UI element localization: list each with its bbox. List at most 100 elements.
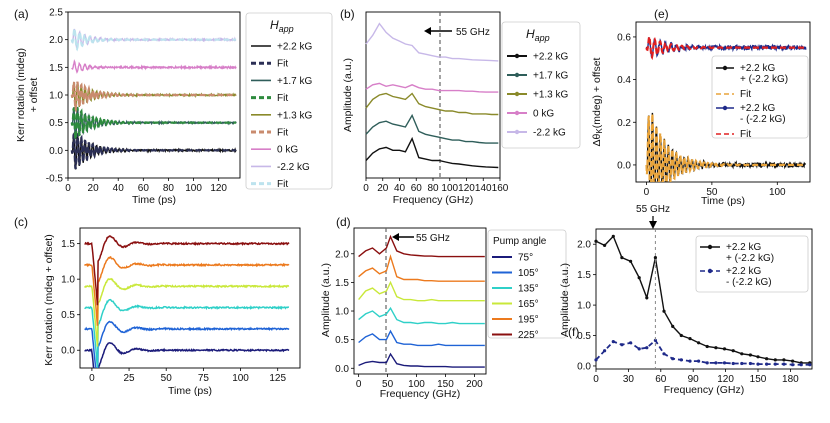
y-tick-label: 0.0 xyxy=(335,364,349,375)
legend-label: +1.3 kG xyxy=(277,110,313,121)
panel-a-ylabel-1: Kerr rotation (mdeg) xyxy=(15,48,27,142)
legend-box xyxy=(711,55,809,139)
x-tick-label: 50 xyxy=(161,373,173,384)
x-tick-label: 120 xyxy=(458,183,475,194)
data-point xyxy=(799,363,803,367)
fit-line xyxy=(645,113,806,182)
x-tick-label: 100 xyxy=(185,183,202,194)
data-point xyxy=(714,346,718,350)
data-point xyxy=(791,363,795,367)
y-tick-label: 1.5 xyxy=(61,239,75,250)
x-tick-label: 0 xyxy=(363,183,369,194)
x-tick-label: 80 xyxy=(163,183,175,194)
data-point xyxy=(705,344,709,349)
x-tick-label: 40 xyxy=(394,183,406,194)
panel-b-ylabel: Amplitude (a.u.) xyxy=(342,58,354,132)
y-tick-label: 1.0 xyxy=(335,307,349,318)
x-tick-label: 100 xyxy=(232,373,249,384)
panel-a: (a) -0.5 0.0 0.5 1.0 1.5 2.0 2.5 0 20 40 60 80 100 1… xyxy=(14,7,333,206)
panel-d-label: (d) xyxy=(336,215,351,229)
series-line xyxy=(84,298,290,368)
series-line xyxy=(71,59,237,74)
data-point xyxy=(740,352,744,356)
data-point xyxy=(697,341,701,345)
data-point xyxy=(722,361,727,365)
y-tick-label: 0.4 xyxy=(617,75,631,86)
legend-label: 195° xyxy=(518,315,539,326)
x-tick-label: 125 xyxy=(269,373,286,384)
legend-label: +1.3 kG xyxy=(533,90,569,101)
legend-label: Fit xyxy=(277,128,288,139)
legend-marker xyxy=(707,268,713,274)
panel-d-ylabel: Amplitude (a.u.) xyxy=(320,263,332,337)
fit-line xyxy=(70,107,237,140)
data-point xyxy=(679,358,683,362)
legend-label: 225° xyxy=(518,330,539,341)
data-point xyxy=(629,259,633,263)
data-point xyxy=(637,347,641,351)
legend-marker xyxy=(514,129,520,135)
data-point xyxy=(748,361,753,366)
x-tick-label: 90 xyxy=(688,374,700,385)
x-tick-label: 150 xyxy=(437,379,454,390)
legend-label: +2.2 kG + (-2.2 kG) xyxy=(726,242,774,264)
panel-b-annotation: 55 GHz xyxy=(456,27,490,38)
data-point xyxy=(791,359,795,363)
panel-e-legend: +2.2 kG + (-2.2 kG) Fit +2.2 kG - (-2.2 kG) F… xyxy=(711,55,809,140)
legend-marker xyxy=(514,72,520,78)
y-tick-label: 2.0 xyxy=(49,35,63,46)
panel-f-xlabel: Frequency (GHz) xyxy=(664,384,745,396)
panel-d-xlabel: Frequency (GHz) xyxy=(380,388,461,400)
panel-a-label: (a) xyxy=(14,7,29,21)
legend-label: +2.2 kG - (-2.2 kG) xyxy=(726,266,772,288)
legend-label: +2.2 kG + (-2.2 kG) xyxy=(740,63,788,85)
series-line xyxy=(358,280,485,302)
series-line xyxy=(358,254,485,282)
panel-f: (f) 0.0 0.5 1.0 1.5 2.0 0 30 60 90 120 150 180 55 … xyxy=(559,204,813,396)
panel-f-label: (f) xyxy=(568,325,579,339)
legend-marker xyxy=(707,244,713,250)
panel-e-ylabel: ΔθK(mdeg) + offset xyxy=(591,57,604,146)
data-point xyxy=(688,359,692,363)
panel-f-arrow-head xyxy=(649,221,657,229)
x-tick-label: 100 xyxy=(769,187,786,198)
legend-label: -2.2 kG xyxy=(533,128,566,139)
panel-a-ylabel-2: + offset xyxy=(28,78,40,113)
series-line xyxy=(358,329,485,347)
data-point xyxy=(620,256,624,260)
legend-label: 165° xyxy=(518,299,539,310)
data-point xyxy=(629,341,633,345)
y-tick-label: 0.5 xyxy=(61,310,75,321)
data-point xyxy=(620,343,624,347)
panel-b: (b) 0 20 40 60 80 100 120 140 160 55 GHz Frequen… xyxy=(340,7,581,206)
legend-box xyxy=(695,235,809,293)
panel-d-frame xyxy=(353,227,487,375)
series-line xyxy=(84,342,290,368)
y-tick-label: 1.5 xyxy=(335,278,349,289)
legend-label: Fit xyxy=(277,179,288,190)
data-point xyxy=(645,346,649,350)
data-point xyxy=(594,239,598,243)
legend-label: 75° xyxy=(518,253,533,264)
panel-b-xlabel: Frequency (GHz) xyxy=(393,194,474,206)
data-point xyxy=(662,309,666,313)
x-tick-label: 100 xyxy=(408,379,425,390)
y-tick-label: 0.5 xyxy=(335,335,349,346)
series-line xyxy=(365,22,499,62)
panel-b-arrow-head xyxy=(424,27,431,35)
panel-e-frame xyxy=(635,21,811,183)
data-point xyxy=(756,355,760,359)
y-tick-label: 1.0 xyxy=(61,275,75,286)
legend-marker xyxy=(722,65,728,71)
x-tick-label: 60 xyxy=(138,183,150,194)
y-tick-label: 0.0 xyxy=(577,361,591,372)
data-point xyxy=(662,352,666,356)
fit-line xyxy=(70,28,237,52)
legend-label: 0 kG xyxy=(277,145,298,156)
panel-d-annotation: 55 GHz xyxy=(416,233,450,244)
panel-d: (d) 0.00.51.01.52.0 0 50 100 150 200 55 GHz … xyxy=(320,215,567,400)
legend-label: +2.2 kG xyxy=(533,52,569,63)
x-tick-label: 120 xyxy=(210,183,227,194)
x-tick-label: 0 xyxy=(593,374,599,385)
legend-label: -2.2 kG xyxy=(277,162,310,173)
